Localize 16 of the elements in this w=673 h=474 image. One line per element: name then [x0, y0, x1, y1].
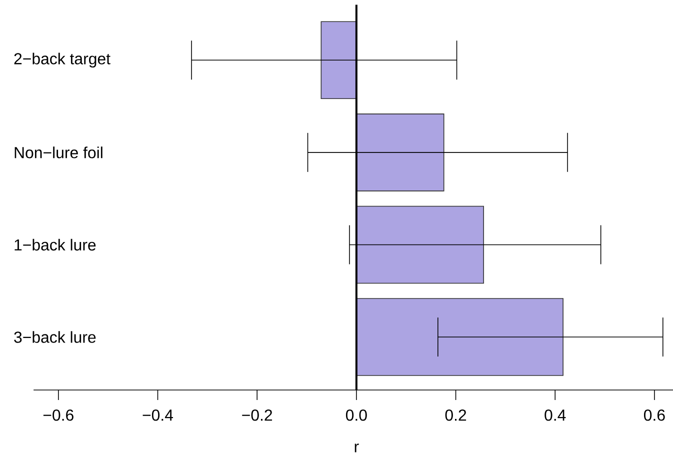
x-tick-label: −0.6 — [43, 410, 74, 421]
bar — [356, 298, 564, 376]
y-tick-label: 1−back lure — [14, 238, 96, 251]
y-tick-label: 2−back target — [14, 52, 110, 68]
bar — [320, 21, 357, 100]
x-tick-label: 0.4 — [544, 410, 566, 421]
bar — [356, 114, 444, 192]
bar — [356, 206, 484, 284]
y-tick-label: Non−lure foil — [14, 146, 102, 158]
y-tick-label: 3−back lure — [14, 331, 96, 343]
x-axis-title: r — [354, 444, 359, 452]
x-tick-label: 0.6 — [644, 410, 665, 421]
x-tick-label: 0.0 — [346, 410, 367, 421]
x-tick-label: −0.4 — [142, 410, 173, 421]
x-tick-label: −0.2 — [242, 410, 272, 421]
x-tick-label: 0.2 — [445, 410, 466, 421]
